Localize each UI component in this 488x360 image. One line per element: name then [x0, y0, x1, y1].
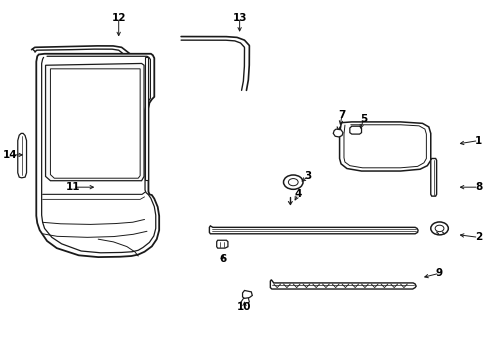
- Text: 9: 9: [435, 268, 442, 278]
- Text: 1: 1: [474, 136, 481, 145]
- Polygon shape: [332, 129, 342, 137]
- Text: 12: 12: [111, 13, 126, 23]
- Polygon shape: [270, 280, 415, 289]
- Polygon shape: [339, 122, 430, 171]
- Polygon shape: [36, 54, 159, 257]
- Polygon shape: [430, 158, 436, 196]
- Text: 11: 11: [65, 182, 80, 192]
- Text: 2: 2: [474, 232, 481, 242]
- Text: 6: 6: [219, 254, 226, 264]
- Text: 13: 13: [232, 13, 246, 23]
- Polygon shape: [216, 240, 227, 248]
- Text: 10: 10: [237, 302, 251, 312]
- Polygon shape: [144, 57, 148, 180]
- Polygon shape: [45, 63, 144, 181]
- Text: 4: 4: [294, 189, 301, 199]
- Polygon shape: [349, 126, 361, 134]
- Text: 3: 3: [304, 171, 311, 181]
- Text: 14: 14: [3, 150, 18, 160]
- Polygon shape: [18, 134, 26, 178]
- Polygon shape: [50, 69, 140, 178]
- Polygon shape: [209, 226, 417, 234]
- Text: 5: 5: [360, 114, 367, 124]
- Text: 8: 8: [474, 182, 481, 192]
- Polygon shape: [242, 291, 252, 298]
- Text: 7: 7: [338, 111, 345, 121]
